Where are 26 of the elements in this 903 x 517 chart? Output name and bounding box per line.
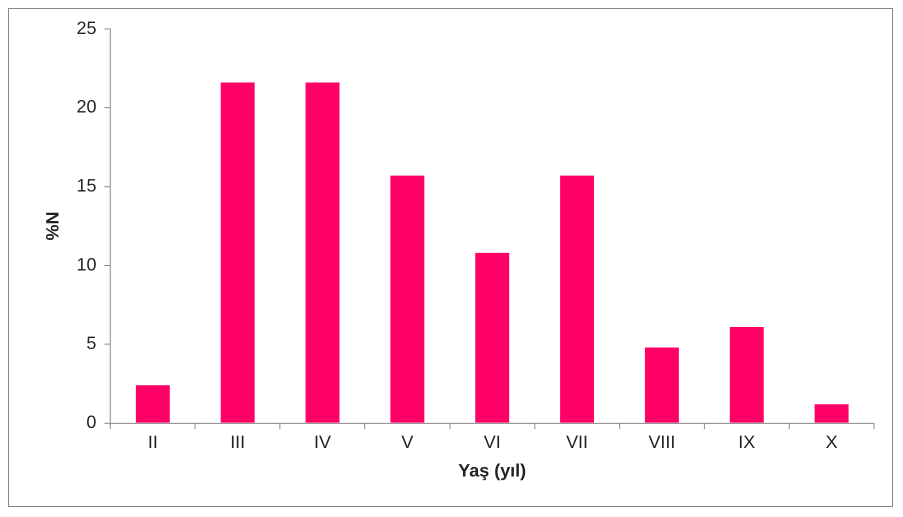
- x-tick-label: VI: [484, 432, 501, 452]
- x-tick-label: VII: [566, 432, 588, 452]
- x-tick-label: IV: [314, 432, 332, 452]
- y-tick-label: 20: [76, 96, 96, 117]
- x-tick-label: VIII: [648, 432, 676, 452]
- y-tick-label: 0: [86, 412, 96, 432]
- y-tick-label: 25: [76, 18, 96, 38]
- bar: [730, 326, 764, 423]
- y-axis-title: %N: [42, 212, 63, 240]
- bar: [220, 82, 255, 423]
- bar: [475, 252, 510, 423]
- x-tick-label: II: [148, 432, 158, 452]
- x-tick-label: IX: [738, 432, 756, 452]
- bar: [644, 347, 679, 423]
- y-tick-label: 15: [76, 176, 96, 196]
- y-tick-label: 5: [86, 333, 96, 354]
- bar: [814, 404, 849, 423]
- bar: [306, 82, 340, 423]
- x-tick-label: III: [230, 432, 246, 452]
- bar: [390, 176, 424, 423]
- x-tick-label: X: [826, 432, 838, 452]
- bar: [560, 176, 594, 423]
- y-tick-label: 10: [76, 254, 96, 274]
- bar: [136, 385, 170, 423]
- x-tick-label: V: [401, 432, 414, 452]
- x-axis-title: Yaş (yıl): [458, 460, 526, 480]
